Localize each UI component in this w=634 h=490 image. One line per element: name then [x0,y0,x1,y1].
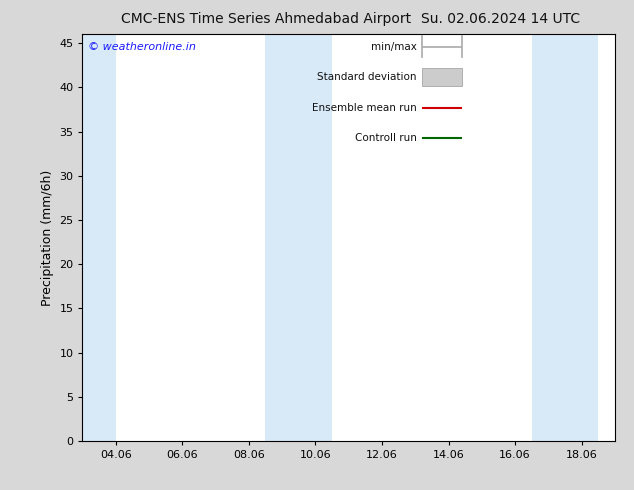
Point [100,430,107,436]
Text: min/max: min/max [371,42,417,51]
Point [102,430,110,436]
Point [102,429,110,435]
Text: © weatheronline.in: © weatheronline.in [87,43,196,52]
Text: Su. 02.06.2024 14 UTC: Su. 02.06.2024 14 UTC [422,12,580,26]
Bar [82,34,116,441]
Bar [266,34,332,441]
Point [100,432,107,438]
Point [102,429,110,435]
Y-axis label: Precipitation (mm/6h): Precipitation (mm/6h) [41,170,54,306]
Text: Standard deviation: Standard deviation [318,72,417,82]
Point [102,431,110,437]
Bar [422,68,462,86]
Bar [532,34,598,441]
Text: Ensemble mean run: Ensemble mean run [312,102,417,113]
Point [100,429,107,435]
Text: CMC-ENS Time Series Ahmedabad Airport: CMC-ENS Time Series Ahmedabad Airport [121,12,411,26]
Text: Controll run: Controll run [355,133,417,143]
Point [100,431,107,437]
Point [100,429,107,435]
Point [102,432,110,438]
